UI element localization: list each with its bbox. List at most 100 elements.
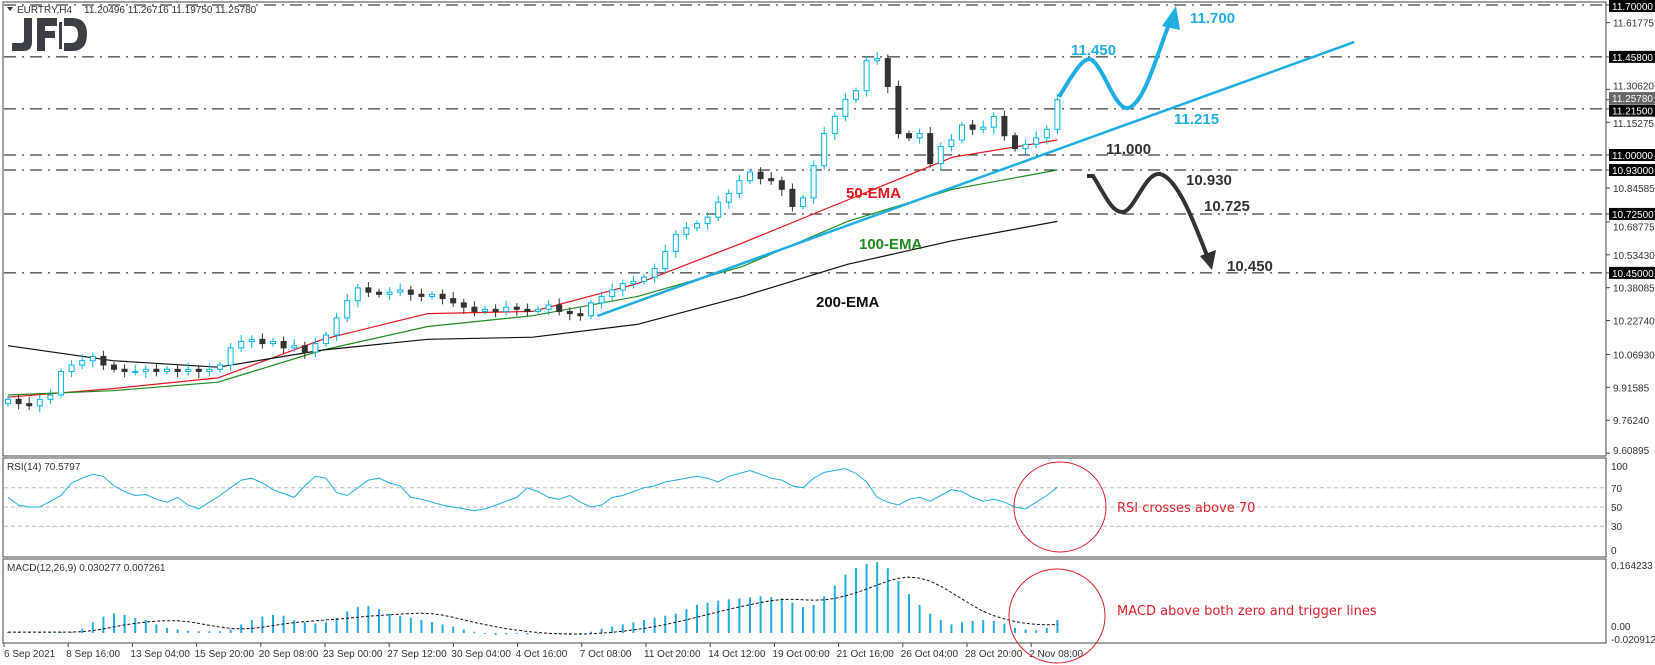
x-tick-label: 23 Sep 00:00 xyxy=(323,649,383,660)
bullish-candle xyxy=(47,394,54,400)
bullish-candle xyxy=(747,171,753,182)
bullish-candle xyxy=(217,364,223,370)
bullish-candle xyxy=(227,347,234,366)
bearish-candle xyxy=(195,368,202,372)
x-tick-label: 19 Oct 00:00 xyxy=(772,649,830,660)
rsi-tick-label: 100 xyxy=(1611,462,1628,473)
bearish-candle xyxy=(174,368,181,372)
bullish-candle xyxy=(980,126,987,130)
bearish-candle xyxy=(492,308,499,312)
bullish-candle xyxy=(312,343,319,353)
level-price-box xyxy=(1609,104,1655,117)
bullish-candle xyxy=(503,306,510,312)
bullish-candle xyxy=(270,340,276,345)
x-tick-label: 26 Oct 04:00 xyxy=(901,649,959,660)
x-tick-label: 28 Oct 20:00 xyxy=(965,649,1023,660)
x-tick-label: 27 Sep 12:00 xyxy=(387,649,447,660)
macd-pane xyxy=(2,558,1607,644)
bearish-candle xyxy=(513,306,520,310)
macd-tick-label: -0.020912 xyxy=(1611,635,1655,646)
y-tick-label: 10.06930 xyxy=(1613,350,1655,361)
bullish-candle xyxy=(630,280,637,285)
bullish-candle xyxy=(704,216,711,225)
bullish-candle xyxy=(354,287,361,302)
bullish-candle xyxy=(619,283,626,291)
bullish-candle xyxy=(89,355,96,362)
current-price-box xyxy=(1609,92,1655,105)
bearish-candle xyxy=(778,180,785,190)
y-tick-label: 11.61775 xyxy=(1613,19,1654,30)
bearish-candle xyxy=(376,291,382,295)
bearish-candle xyxy=(407,289,414,295)
bullish-candle xyxy=(238,340,245,349)
bullish-candle xyxy=(545,304,552,310)
rsi-title: RSI(14) 70.5797 xyxy=(7,462,81,473)
50-ema-line xyxy=(7,139,1058,398)
bullish-candle xyxy=(736,180,743,195)
level-price-box xyxy=(1609,0,1655,12)
bullish-candle xyxy=(874,58,881,62)
label-10725: 10.725 xyxy=(1204,198,1250,215)
200-ema-line xyxy=(7,220,1058,368)
bullish-candle xyxy=(1022,143,1029,150)
rsi-annotation: RSI crosses above 70 xyxy=(1117,501,1255,516)
bullish-candle xyxy=(588,302,594,317)
label-100-ema: 100-EMA xyxy=(859,236,923,253)
label-50-ema: 50-EMA xyxy=(846,185,901,202)
bullish-candle xyxy=(821,133,828,167)
bullish-candle xyxy=(990,115,997,128)
rsi-tick-label: 30 xyxy=(1611,522,1623,533)
x-tick-label: 14 Oct 12:00 xyxy=(708,649,766,660)
x-tick-label: 20 Sep 08:00 xyxy=(259,649,319,660)
x-tick-label: 4 Oct 16:00 xyxy=(516,649,568,660)
level-price-label: 10.72500 xyxy=(1612,210,1654,221)
bullish-candle xyxy=(68,364,75,372)
bullish-candle xyxy=(810,165,817,199)
jfd-logo xyxy=(12,18,87,51)
bearish-candle xyxy=(301,345,308,353)
bearish-candle xyxy=(471,306,478,312)
bullish-candle xyxy=(916,133,923,139)
x-tick-label: 7 Oct 08:00 xyxy=(580,649,632,660)
bullish-candle xyxy=(333,317,340,336)
bullish-candle xyxy=(132,370,139,373)
macd-tick-label: 0.164233 xyxy=(1611,561,1653,572)
bullish-candle xyxy=(641,276,647,282)
bullish-arrow-icon xyxy=(1162,6,1180,30)
x-tick-label: 6 Sep 2021 xyxy=(4,649,56,660)
bullish-candle xyxy=(842,98,849,117)
label-11215: 11.215 xyxy=(1174,111,1219,128)
rsi-pane xyxy=(2,457,1607,558)
bearish-candle xyxy=(280,340,287,349)
bearish-candle xyxy=(895,85,902,135)
bullish-candle xyxy=(651,268,658,278)
bullish-candle xyxy=(672,233,679,252)
y-tick-label: 10.53430 xyxy=(1613,251,1655,262)
bullish-candle xyxy=(959,124,965,141)
bullish-candle xyxy=(206,368,213,372)
y-tick-label: 9.91585 xyxy=(1613,383,1650,394)
level-price-box xyxy=(1609,266,1655,279)
bullish-candle xyxy=(1033,137,1040,145)
current-price-label: 11.25780 xyxy=(1612,94,1653,105)
bullish-candle xyxy=(429,293,435,297)
y-tick-label: 10.22740 xyxy=(1613,317,1655,328)
macd-title: MACD(12,26,9) 0.030277 0.007261 xyxy=(7,563,166,574)
level-price-label: 11.70000 xyxy=(1612,2,1653,13)
100-ema-line xyxy=(7,169,1058,396)
label-10450: 10.450 xyxy=(1227,258,1273,275)
bearish-scenario-path xyxy=(1087,172,1210,259)
bearish-candle xyxy=(418,293,425,297)
level-price-label: 10.45000 xyxy=(1612,269,1654,280)
x-tick-label: 2 Nov 08:00 xyxy=(1029,649,1083,660)
bearish-candle xyxy=(577,313,584,317)
bearish-candle xyxy=(26,403,33,407)
bearish-candle xyxy=(789,188,796,207)
y-tick-label: 9.60895 xyxy=(1613,446,1650,457)
label-200-ema: 200-EMA xyxy=(816,294,880,311)
level-price-label: 11.00000 xyxy=(1612,151,1653,162)
rsi-highlight-circle xyxy=(1013,461,1107,553)
y-tick-label: 11.15275 xyxy=(1613,119,1654,130)
collapse-triangle-icon[interactable] xyxy=(7,7,13,11)
